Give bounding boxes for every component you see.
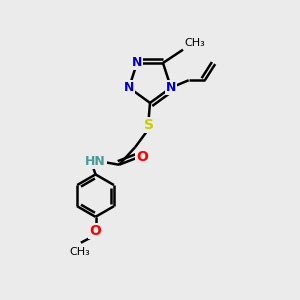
Text: O: O (136, 150, 148, 164)
Text: O: O (90, 224, 101, 238)
Text: HN: HN (85, 155, 106, 168)
Text: N: N (132, 56, 142, 69)
Text: CH₃: CH₃ (69, 247, 90, 257)
Text: CH₃: CH₃ (184, 38, 205, 48)
Text: N: N (124, 81, 134, 94)
Text: N: N (166, 81, 176, 94)
Text: S: S (143, 118, 154, 132)
